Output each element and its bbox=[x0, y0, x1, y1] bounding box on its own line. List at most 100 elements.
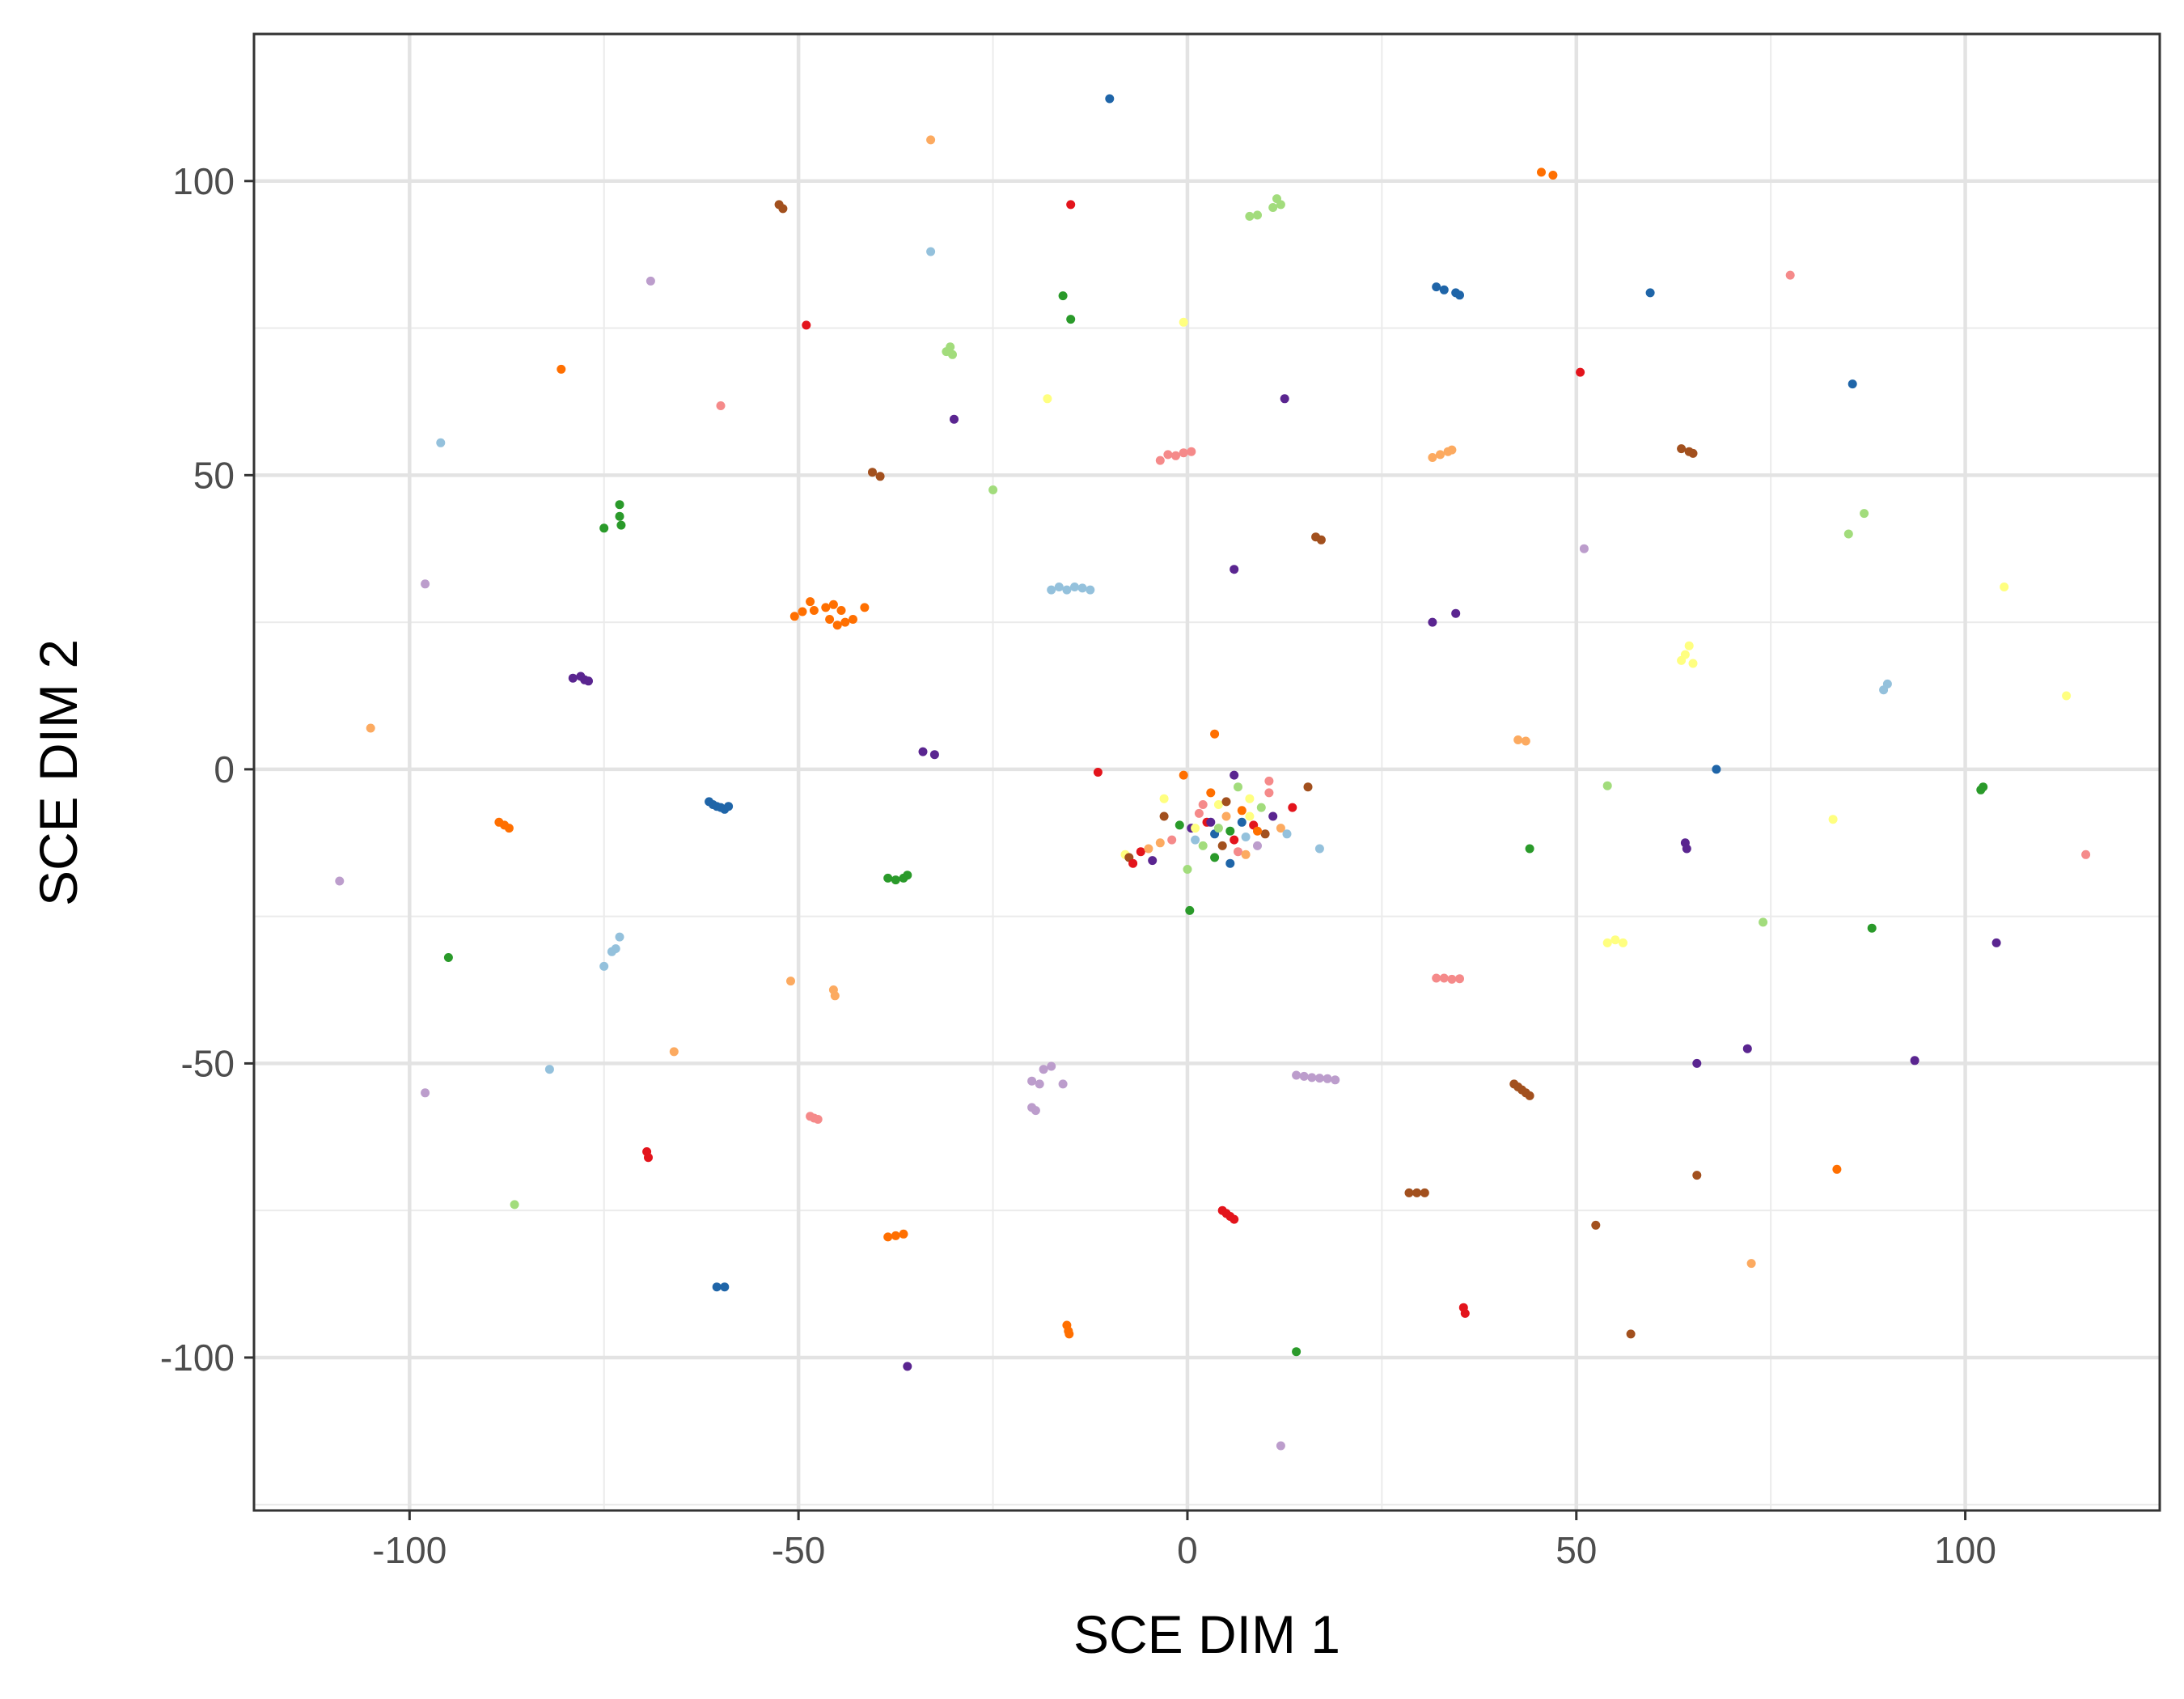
data-point bbox=[1179, 448, 1188, 458]
data-point bbox=[948, 350, 957, 359]
data-point bbox=[883, 873, 893, 883]
data-point bbox=[1058, 1079, 1068, 1089]
data-point bbox=[1288, 803, 1297, 812]
data-point bbox=[836, 606, 846, 615]
data-point bbox=[1210, 729, 1220, 739]
data-point bbox=[1039, 1065, 1048, 1074]
data-point bbox=[584, 676, 593, 686]
data-point bbox=[825, 615, 835, 624]
data-point bbox=[1253, 826, 1262, 836]
data-point bbox=[1460, 1308, 1470, 1318]
data-point bbox=[1070, 583, 1079, 591]
data-point bbox=[1148, 856, 1158, 866]
data-point bbox=[1225, 858, 1235, 868]
data-points bbox=[335, 94, 2091, 1451]
data-point bbox=[868, 468, 877, 477]
data-point bbox=[903, 1362, 912, 1371]
data-point bbox=[798, 607, 807, 616]
data-point bbox=[1455, 974, 1464, 984]
data-point bbox=[806, 597, 815, 607]
data-point bbox=[875, 472, 885, 481]
data-point bbox=[1828, 815, 1838, 824]
data-point bbox=[1848, 379, 1857, 389]
data-point bbox=[1047, 1061, 1056, 1071]
data-point bbox=[1206, 788, 1216, 798]
data-point bbox=[1404, 1188, 1414, 1197]
data-point bbox=[1213, 800, 1223, 809]
data-point bbox=[443, 953, 453, 962]
data-point bbox=[1241, 833, 1251, 841]
x-tick-label: 50 bbox=[1555, 1529, 1597, 1571]
data-point bbox=[1264, 788, 1274, 798]
data-point bbox=[828, 600, 838, 609]
data-point bbox=[929, 750, 939, 760]
data-point bbox=[615, 500, 624, 510]
data-point bbox=[988, 485, 998, 494]
data-point bbox=[1537, 167, 1546, 177]
data-point bbox=[1420, 1188, 1429, 1197]
data-point bbox=[1610, 935, 1620, 945]
data-point bbox=[789, 612, 799, 621]
data-point bbox=[504, 824, 514, 833]
data-point bbox=[1194, 808, 1204, 818]
data-point bbox=[1991, 938, 2001, 947]
data-point bbox=[1230, 1214, 1239, 1224]
data-point bbox=[1187, 447, 1196, 456]
data-point bbox=[1832, 1164, 1842, 1174]
data-point bbox=[1746, 1259, 1756, 1269]
data-point bbox=[1179, 317, 1188, 327]
data-point bbox=[830, 991, 840, 1001]
data-point bbox=[1688, 448, 1698, 458]
x-tick-label: 100 bbox=[1934, 1529, 1996, 1571]
data-point bbox=[899, 1229, 908, 1239]
data-point bbox=[1221, 797, 1231, 807]
data-point bbox=[1136, 847, 1145, 857]
x-tick-label: 0 bbox=[1177, 1529, 1198, 1571]
data-point bbox=[1447, 974, 1457, 984]
data-point bbox=[557, 364, 566, 374]
data-point bbox=[1843, 529, 1853, 539]
data-point bbox=[1619, 938, 1627, 947]
data-point bbox=[1230, 835, 1239, 845]
data-point bbox=[1245, 811, 1255, 821]
data-point bbox=[1682, 844, 1691, 854]
data-point bbox=[1712, 765, 1721, 774]
data-point bbox=[1591, 1220, 1601, 1230]
data-point bbox=[1292, 1070, 1302, 1080]
data-point bbox=[1785, 270, 1795, 280]
data-point bbox=[720, 1282, 730, 1292]
data-point bbox=[1245, 794, 1255, 803]
data-point bbox=[1579, 544, 1589, 553]
data-point bbox=[1314, 844, 1324, 854]
data-point bbox=[1867, 923, 1877, 933]
data-point bbox=[1183, 865, 1192, 874]
data-point bbox=[1175, 820, 1184, 830]
data-point bbox=[599, 523, 609, 533]
data-point bbox=[1237, 806, 1246, 816]
data-point bbox=[1086, 585, 1095, 595]
data-point bbox=[2081, 850, 2091, 859]
data-point bbox=[1688, 659, 1698, 668]
data-point bbox=[1412, 1188, 1422, 1197]
data-point bbox=[1276, 200, 1285, 210]
data-point bbox=[860, 603, 870, 612]
data-point bbox=[645, 276, 655, 286]
data-point bbox=[1058, 291, 1068, 301]
data-point bbox=[1043, 394, 1052, 404]
data-point bbox=[1860, 509, 1869, 519]
data-point bbox=[1680, 650, 1690, 659]
data-point bbox=[1031, 1106, 1040, 1116]
data-point bbox=[1428, 617, 1437, 627]
data-point bbox=[669, 1047, 679, 1057]
data-point bbox=[1282, 829, 1292, 839]
x-tick-label: -50 bbox=[772, 1529, 825, 1571]
data-point bbox=[1159, 794, 1169, 803]
data-point bbox=[1066, 200, 1076, 210]
data-point bbox=[849, 615, 857, 624]
data-point bbox=[510, 1200, 519, 1210]
data-point bbox=[1684, 641, 1694, 650]
data-point bbox=[1882, 679, 1892, 688]
data-point bbox=[1525, 844, 1534, 854]
